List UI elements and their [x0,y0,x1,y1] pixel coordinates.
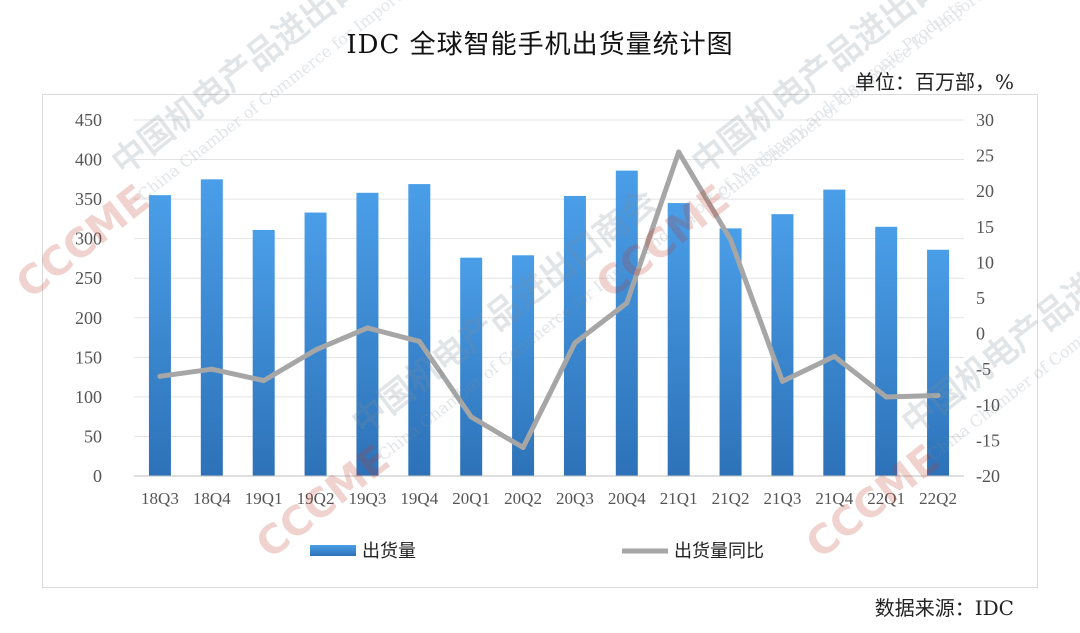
y-left-tick-label: 200 [75,308,102,328]
x-tick-label: 18Q3 [141,489,179,508]
bar-21Q4 [823,189,846,476]
x-tick-label: 20Q1 [452,489,490,508]
x-tick-label: 20Q3 [556,489,594,508]
y-right-tick-label: 20 [976,181,994,201]
yoy-point-21Q3 [779,378,785,384]
bar-18Q4 [200,179,223,477]
y-left-tick-label: 250 [75,268,102,288]
y-axis-left: 0 50 100 150 200 250 300 350 400 450 [75,110,102,486]
yoy-point-19Q4 [416,338,422,344]
y-right-tick-label: 30 [976,110,994,130]
y-right-tick-label: 25 [976,146,994,166]
y-left-tick-label: 0 [93,466,102,486]
y-right-tick-label: 10 [976,252,994,272]
line-series [157,149,941,451]
legend-label-bar: 出货量 [362,541,416,562]
source-note: 数据来源：IDC [874,596,1014,620]
yoy-point-22Q1 [883,394,889,400]
bar-21Q1 [667,203,690,477]
y-axis-right: -20 -15 -10 -5 0 5 10 15 20 25 30 [976,110,1000,486]
yoy-point-20Q4 [624,300,630,306]
bar-22Q1 [875,226,898,476]
x-axis: 18Q3 18Q4 19Q1 19Q2 19Q3 19Q4 20Q1 20Q2 20Q3 20Q4… [134,475,964,508]
y-right-tick-label: 5 [976,288,985,308]
y-left-tick-label: 150 [75,347,102,367]
x-tick-label: 19Q3 [349,489,387,508]
bar-19Q1 [252,229,275,476]
chart-title: IDC 全球智能手机出货量统计图 [346,30,734,60]
y-left-tick-label: 450 [75,110,102,130]
yoy-line [157,149,941,451]
bar-19Q2 [304,212,327,476]
x-tick-label: 21Q2 [712,489,750,508]
yoy-point-19Q3 [364,325,370,331]
yoy-point-18Q3 [157,373,163,379]
x-tick-label: 20Q2 [504,489,542,508]
x-tick-label: 19Q4 [400,489,438,508]
bar-22Q2 [927,249,950,476]
x-tick-label: 21Q3 [764,489,802,508]
x-tick-label: 22Q1 [867,489,905,508]
bar-19Q4 [408,184,431,476]
plot-frame [42,94,1038,588]
bar-21Q2 [719,228,742,476]
y-right-tick-label: -10 [976,395,1000,415]
y-right-tick-label: -5 [976,359,991,379]
bar-20Q4 [615,170,638,476]
bar-20Q2 [512,255,535,476]
x-tick-label: 19Q1 [245,489,283,508]
y-left-tick-label: 400 [75,150,102,170]
yoy-point-22Q2 [935,393,941,399]
y-left-tick-label: 300 [75,229,102,249]
bar-18Q3 [148,195,171,476]
bar-20Q3 [563,195,586,477]
y-right-tick-label: -20 [976,466,1000,486]
bar-21Q3 [771,214,794,477]
yoy-point-20Q3 [572,340,578,346]
yoy-point-21Q2 [728,237,734,243]
x-tick-label: 20Q4 [608,489,646,508]
yoy-point-20Q2 [520,445,526,451]
yoy-point-21Q4 [831,353,837,359]
legend-label-line: 出货量同比 [674,541,764,562]
x-tick-label: 21Q4 [815,489,853,508]
yoy-point-20Q1 [468,414,474,420]
legend-swatch-bar [310,545,356,556]
yoy-point-18Q4 [209,366,215,372]
unit-note: 单位：百万部，% [854,70,1014,94]
x-tick-label: 18Q4 [193,489,231,508]
yoy-point-21Q1 [676,149,682,155]
x-tick-label: 21Q1 [660,489,698,508]
x-tick-label: 19Q2 [297,489,335,508]
y-right-tick-label: 0 [976,324,985,344]
yoy-point-19Q2 [313,347,319,353]
y-right-tick-label: 15 [976,217,994,237]
bar-19Q3 [356,192,379,476]
yoy-point-19Q1 [261,378,267,384]
y-left-tick-label: 350 [75,189,102,209]
y-left-tick-label: 100 [75,387,102,407]
y-right-tick-label: -15 [976,430,1000,450]
x-tick-label: 22Q2 [919,489,957,508]
legend: 出货量 出货量同比 [310,541,764,562]
y-left-tick-label: 50 [84,426,102,446]
